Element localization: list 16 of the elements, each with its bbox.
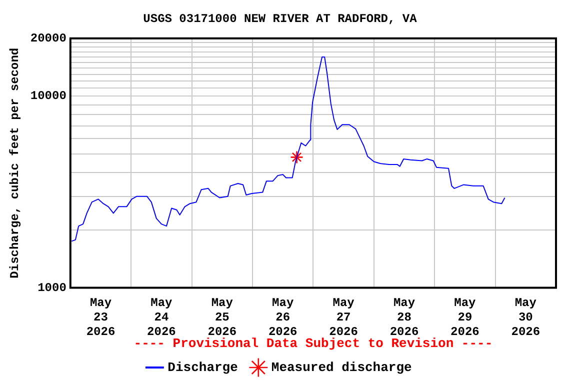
x-tick-label: May 29 2026	[450, 296, 480, 339]
legend-label: Discharge	[168, 360, 238, 375]
text: ---- Provisional Data Subject to Revision ----	[134, 336, 493, 352]
x-tick-label: May 30 2026	[511, 296, 540, 339]
x-tick-label: May 25 2026	[208, 296, 237, 339]
x-tick-label: May 26 2026	[268, 296, 298, 339]
chart-title: USGS 03171000 NEW RIVER AT RADFORD, VA	[143, 12, 418, 26]
y-tick-label: 20000	[30, 31, 66, 46]
legend-label: Measured discharge	[271, 360, 412, 375]
y-tick-label: 10000	[30, 89, 66, 104]
y-tick-label: 1000	[38, 280, 66, 295]
x-tick-label: May 28 2026	[390, 296, 419, 339]
x-tick-label: May 27 2026	[329, 296, 358, 339]
x-tick-label: May 24 2026	[147, 296, 176, 339]
x-tick-label: May 23 2026	[86, 296, 116, 339]
y-axis-title: Discharge, cubic feet per second	[8, 48, 22, 278]
